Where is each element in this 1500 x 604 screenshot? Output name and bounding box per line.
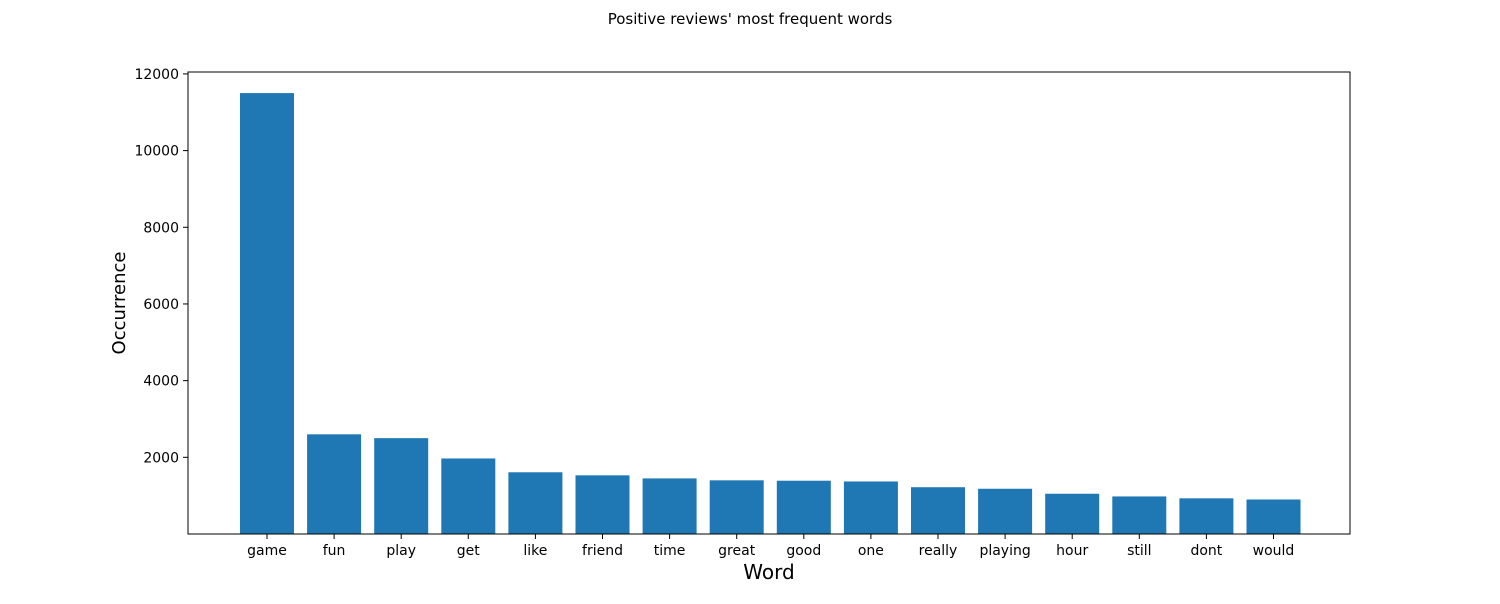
x-tick-label: hour [1056,543,1088,559]
x-tick-label: game [247,543,287,559]
x-tick-label: friend [582,543,623,559]
bar-time [642,478,697,534]
bar-really [911,487,965,534]
x-tick-label: dont [1190,543,1222,559]
x-tick-label: like [523,543,547,559]
bar-good [776,480,831,534]
x-tick-label: time [654,543,686,559]
x-tick-label: one [858,543,884,559]
chart-title: Positive reviews' most frequent words [608,10,893,28]
x-tick-label: really [919,543,958,559]
bars-group [240,93,1301,534]
y-axis-ticks: 2000 4000 6000 8000 10000 12000 [134,67,188,466]
y-axis-title: Occurrence [109,252,130,355]
x-tick-label: great [718,543,756,559]
x-axis-ticks: game fun play get like friend time great good one… [247,534,1294,559]
x-tick-label: playing [979,543,1030,559]
bar-would [1246,499,1301,534]
y-tick-label: 6000 [143,297,179,313]
y-tick-label: 12000 [134,67,179,83]
bar-friend [575,475,630,534]
plot-frame [187,71,1351,535]
y-tick-label: 10000 [134,144,179,160]
y-tick-label: 8000 [143,220,179,236]
bar-dont [1179,498,1234,534]
bar-like [508,472,563,534]
x-tick-label: good [786,543,821,559]
x-tick-label: fun [323,543,346,559]
bar-still [1112,496,1167,534]
bar-playing [978,488,1033,534]
x-tick-label: would [1253,543,1295,559]
x-tick-label: still [1127,543,1151,559]
bar-one [843,481,898,534]
bar-game [240,93,294,534]
x-tick-label: play [386,543,416,559]
bar-hour [1045,493,1100,534]
bar-fun [307,434,362,534]
x-axis-title: Word [743,560,794,584]
bar-play [374,438,429,534]
y-tick-label: 4000 [143,374,179,390]
x-tick-label: get [457,543,481,559]
bar-get [441,458,496,534]
bar-great [709,480,764,534]
y-tick-label: 2000 [143,450,179,466]
